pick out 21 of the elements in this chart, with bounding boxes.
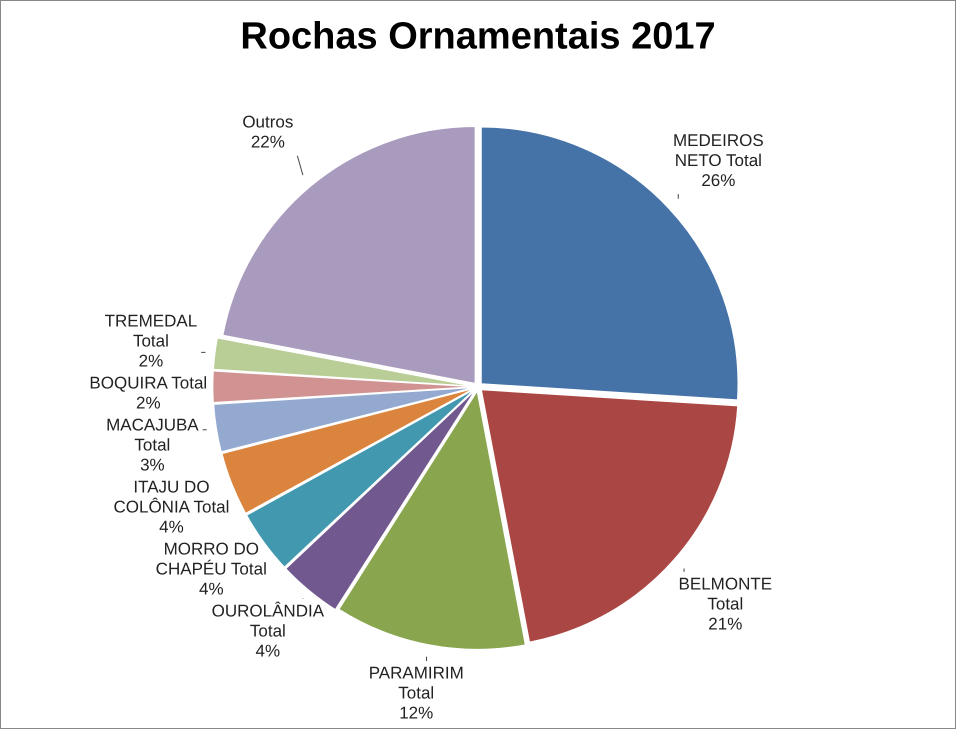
- data-label: 4%: [198, 580, 224, 599]
- data-label: 3%: [140, 456, 165, 475]
- data-label: 22%: [250, 132, 285, 152]
- slice-label: OUROLÂNDIA Total: [212, 602, 325, 641]
- slice-label: Outros: [242, 112, 294, 132]
- data-label: 4%: [256, 642, 280, 661]
- slice-label: MACAJUBA Total: [106, 416, 200, 455]
- slice-label: MORRO DO CHAPÉU Total: [156, 540, 267, 579]
- slice-label: MEDEIROS NETO Total: [672, 130, 764, 170]
- slice-label: BOQUIRA Total: [89, 374, 208, 393]
- data-label: 4%: [159, 518, 184, 537]
- data-label: 2%: [136, 394, 161, 413]
- chart-title: Rochas Ornamentais 2017: [240, 15, 716, 58]
- slice-label: BELMONTE Total: [678, 574, 772, 614]
- slice-label: TREMEDAL Total: [104, 312, 198, 351]
- data-label: 26%: [701, 170, 736, 190]
- data-label: 12%: [399, 704, 434, 723]
- data-label: 21%: [708, 614, 742, 634]
- slice-label: PARAMIRIM Total: [368, 664, 464, 703]
- slice-label: ITAJU DO COLÔNIA Total: [114, 478, 230, 517]
- data-label: 2%: [138, 352, 164, 371]
